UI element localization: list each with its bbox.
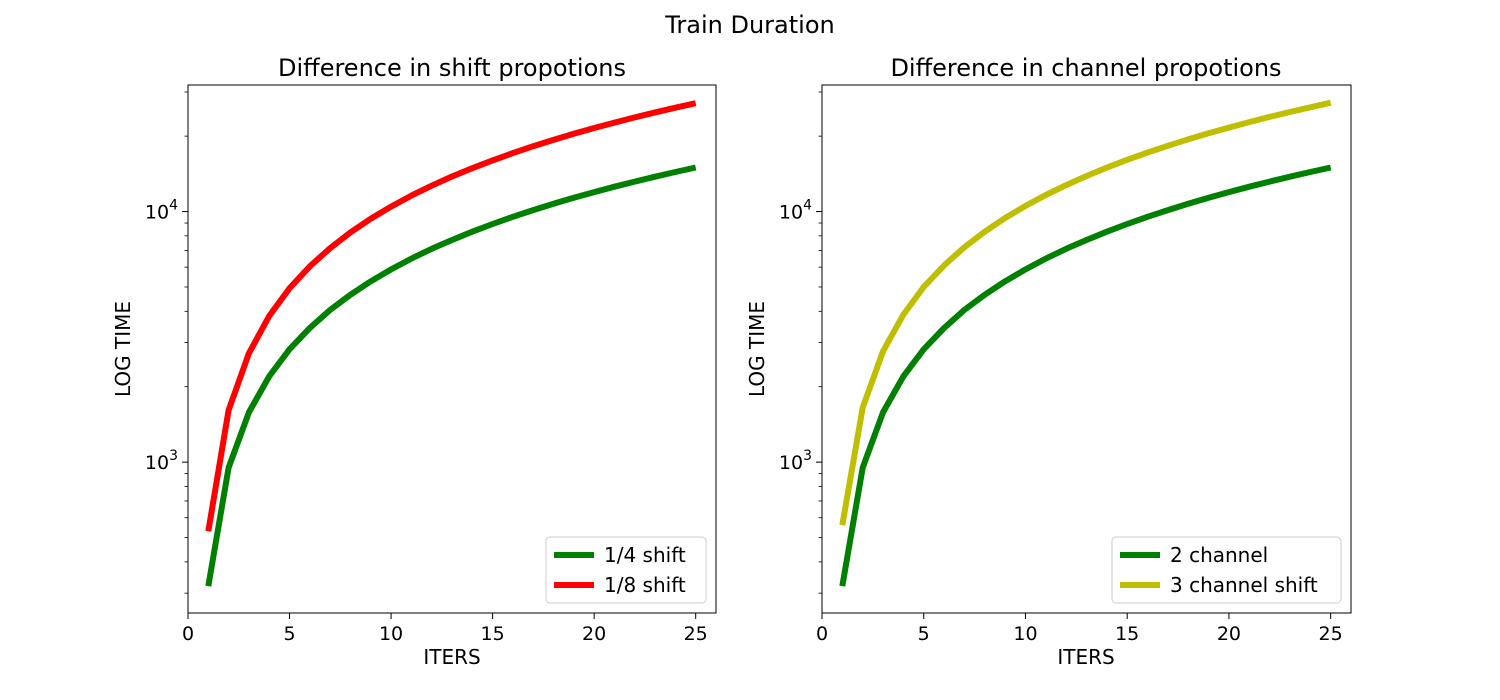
legend-box: [1111, 536, 1342, 604]
legend-label: 1/4 shift: [604, 543, 686, 567]
y-tick-label: 104: [779, 198, 812, 224]
chart-panel-channel: Difference in channel propotions ITERS L…: [745, 54, 1352, 669]
x-axis-label: ITERS: [423, 645, 480, 669]
legend-label: 3 channel shift: [1170, 573, 1318, 597]
y-tick-label: 103: [779, 448, 812, 474]
chart-title: Difference in channel propotions: [890, 54, 1281, 82]
x-tick-label: 10: [379, 623, 403, 645]
x-tick-label: 5: [918, 623, 930, 645]
x-tick-label: 15: [1115, 623, 1139, 645]
x-tick-label: 5: [283, 623, 295, 645]
x-tick-label: 20: [582, 623, 606, 645]
x-tick-label: 25: [684, 623, 708, 645]
x-tick-label: 0: [816, 623, 828, 645]
series-line-0: [205, 164, 697, 587]
x-tick-label: 0: [182, 623, 194, 645]
x-tick-label: 20: [1217, 623, 1241, 645]
figure-title: Train Duration: [664, 11, 834, 39]
legend-label: 1/8 shift: [604, 573, 686, 597]
x-tick-label: 10: [1013, 623, 1037, 645]
x-tick-label: 15: [481, 623, 505, 645]
legend-label: 2 channel: [1170, 543, 1268, 567]
series-line-1: [839, 99, 1332, 526]
x-tick-label: 25: [1319, 623, 1343, 645]
y-tick-label: 103: [145, 448, 178, 474]
series-line-0: [839, 164, 1332, 587]
y-axis-label: LOG TIME: [745, 301, 769, 397]
axes-frame: [821, 84, 1352, 614]
y-axis-label: LOG TIME: [111, 301, 135, 397]
chart-panel-shift: Difference in shift propotions ITERS LOG…: [111, 54, 717, 669]
series-line-1: [205, 100, 697, 532]
x-axis-label: ITERS: [1057, 645, 1114, 669]
axes-frame: [187, 84, 717, 614]
chart-title: Difference in shift propotions: [278, 54, 626, 82]
y-tick-label: 104: [145, 198, 178, 224]
